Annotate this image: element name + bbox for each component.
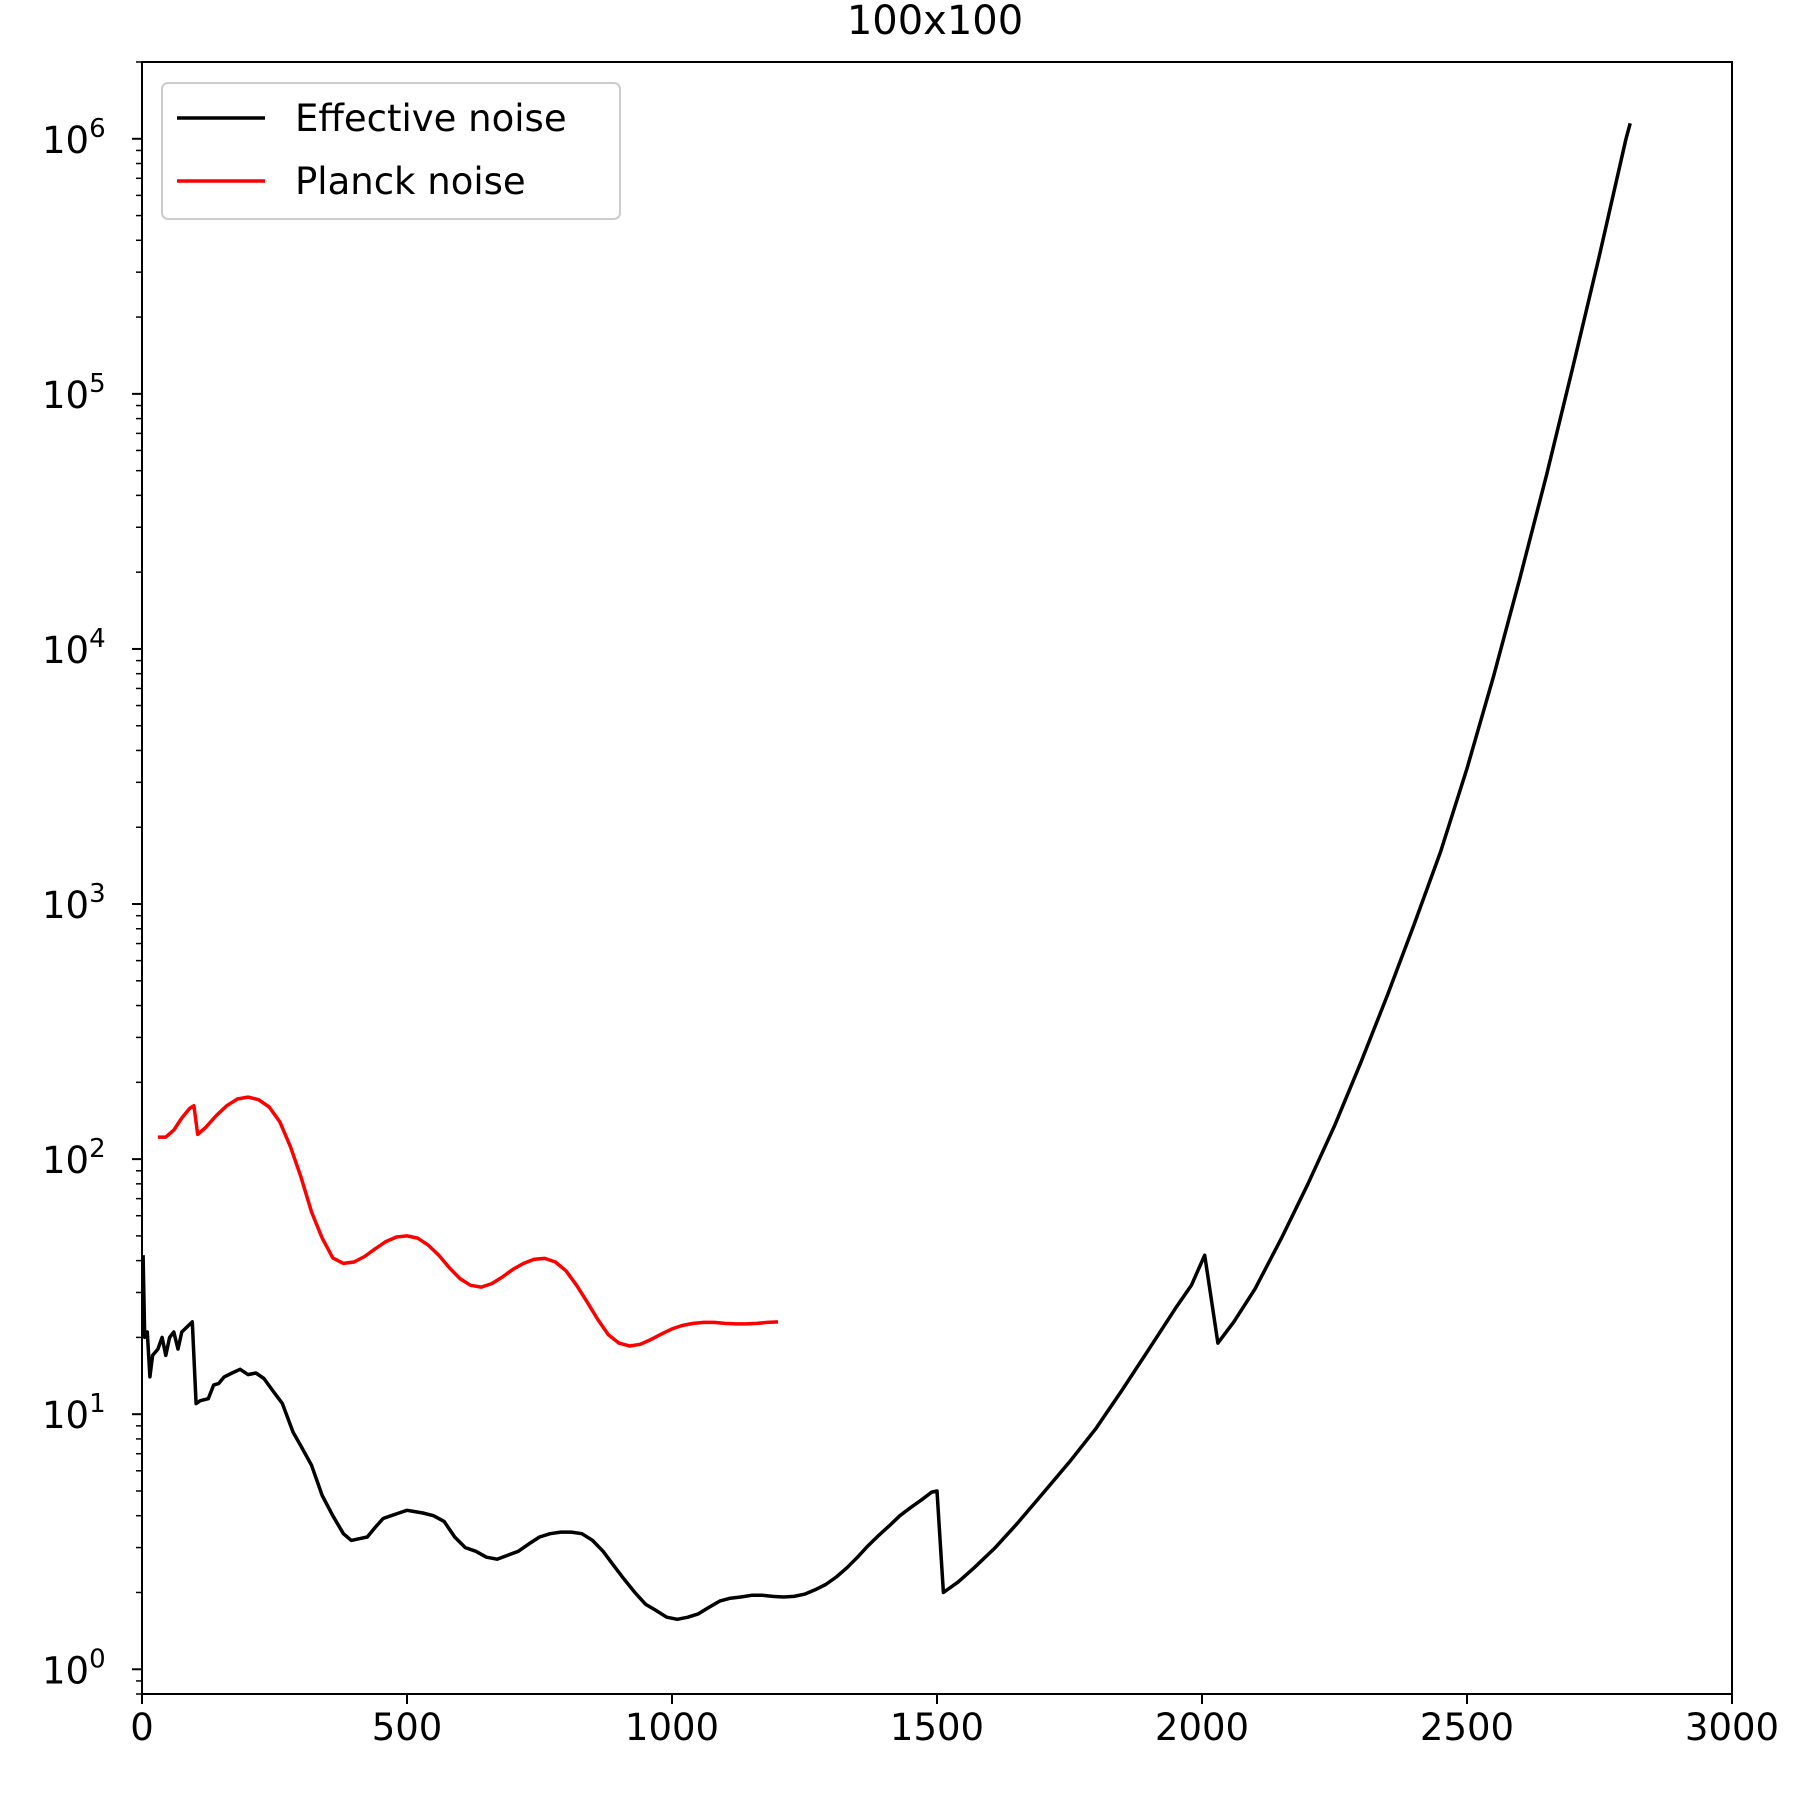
legend-label: Effective noise [295,97,567,140]
x-tick-label: 500 [372,1706,443,1749]
x-tick-label: 1000 [625,1706,719,1749]
y-tick-label: 104 [42,624,106,672]
legend-label: Planck noise [295,160,526,203]
x-tick-label: 3000 [1685,1706,1779,1749]
legend-box [161,82,621,220]
series-line-effective-noise [141,122,1632,1622]
x-tick-label: 0 [130,1706,154,1749]
series-line-planck-noise [157,1095,779,1348]
axes-frame [141,61,1733,1695]
y-tick-label: 106 [42,114,106,162]
x-tick-label: 2000 [1155,1706,1249,1749]
y-tick-label: 102 [42,1134,106,1182]
plot-area: 0 500 1000 1500 2000 2500 3000 100 101 102 103 104 1… [42,61,1779,1749]
y-tick-label: 100 [42,1644,106,1692]
x-tick-label: 2500 [1420,1706,1514,1749]
chart-title: 100x100 [847,0,1023,44]
y-tick-label: 105 [42,369,106,417]
y-tick-label: 101 [42,1389,106,1437]
y-tick-label: 103 [42,879,106,927]
x-tick-label: 1500 [890,1706,984,1749]
